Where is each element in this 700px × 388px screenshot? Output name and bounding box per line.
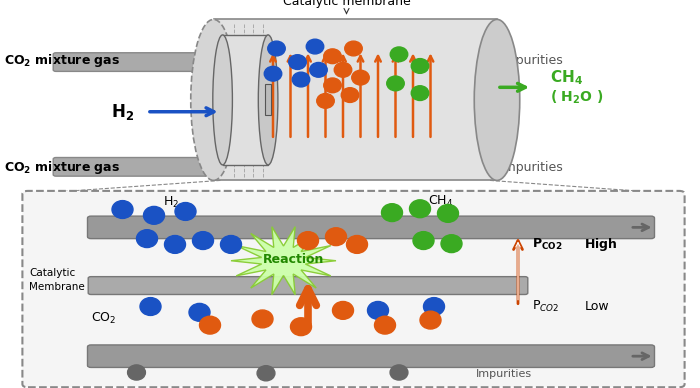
Ellipse shape	[386, 76, 404, 91]
Ellipse shape	[410, 200, 430, 218]
Ellipse shape	[136, 230, 158, 248]
Polygon shape	[231, 227, 336, 295]
Ellipse shape	[144, 206, 164, 224]
Text: Catalytic membrane: Catalytic membrane	[283, 0, 410, 14]
Ellipse shape	[199, 316, 220, 334]
Text: $\mathbf{CO_2}$ mixture gas: $\mathbf{CO_2}$ mixture gas	[4, 159, 120, 176]
Ellipse shape	[413, 232, 434, 249]
Text: Reaction: Reaction	[263, 253, 325, 266]
Ellipse shape	[175, 203, 196, 220]
Ellipse shape	[441, 235, 462, 253]
Bar	[223, 35, 268, 165]
Text: CO$_2$: CO$_2$	[91, 311, 116, 326]
Text: Catalytic
Membrane: Catalytic Membrane	[29, 268, 85, 292]
Ellipse shape	[307, 39, 323, 54]
Ellipse shape	[316, 94, 335, 108]
Text: $\mathbf{High}$: $\mathbf{High}$	[584, 236, 618, 253]
Ellipse shape	[164, 236, 186, 253]
Ellipse shape	[424, 298, 444, 315]
Ellipse shape	[420, 311, 441, 329]
Ellipse shape	[368, 301, 388, 319]
Ellipse shape	[290, 318, 312, 336]
Ellipse shape	[332, 301, 354, 319]
Text: Impurities: Impurities	[500, 54, 564, 67]
Text: P$_{CO2}$: P$_{CO2}$	[532, 299, 559, 314]
Ellipse shape	[335, 62, 351, 77]
Ellipse shape	[323, 78, 342, 93]
Ellipse shape	[390, 47, 407, 62]
Bar	[214, 19, 497, 180]
Ellipse shape	[412, 59, 428, 73]
Ellipse shape	[342, 88, 358, 102]
Ellipse shape	[298, 232, 318, 249]
Ellipse shape	[344, 41, 363, 56]
Text: $\mathbf{P_{CO2}}$: $\mathbf{P_{CO2}}$	[532, 237, 563, 252]
Ellipse shape	[258, 35, 278, 165]
Text: H$_2$: H$_2$	[163, 195, 180, 210]
Ellipse shape	[193, 232, 214, 249]
Ellipse shape	[257, 365, 275, 381]
Ellipse shape	[346, 236, 368, 253]
Ellipse shape	[213, 35, 232, 165]
Ellipse shape	[189, 303, 210, 321]
Text: Low: Low	[584, 300, 609, 313]
Ellipse shape	[438, 204, 458, 222]
Ellipse shape	[112, 201, 133, 218]
Ellipse shape	[390, 365, 408, 380]
Ellipse shape	[382, 204, 402, 222]
Ellipse shape	[351, 70, 370, 85]
FancyBboxPatch shape	[53, 53, 489, 71]
Ellipse shape	[326, 228, 346, 246]
Ellipse shape	[267, 41, 286, 56]
Ellipse shape	[475, 19, 519, 180]
Text: CH$_4$: CH$_4$	[428, 194, 454, 209]
Ellipse shape	[374, 316, 395, 334]
Ellipse shape	[190, 19, 237, 180]
Bar	[265, 85, 271, 116]
Ellipse shape	[309, 62, 328, 77]
FancyBboxPatch shape	[88, 216, 654, 239]
Ellipse shape	[293, 72, 309, 87]
Ellipse shape	[412, 86, 428, 100]
Text: $\mathbf{CO_2}$ mixture gas: $\mathbf{CO_2}$ mixture gas	[4, 52, 120, 69]
FancyBboxPatch shape	[88, 345, 654, 367]
FancyBboxPatch shape	[53, 158, 489, 176]
Ellipse shape	[140, 298, 161, 315]
Ellipse shape	[252, 310, 273, 328]
Text: Impurities: Impurities	[476, 369, 532, 379]
Text: Impurities: Impurities	[500, 161, 564, 174]
Ellipse shape	[323, 49, 342, 64]
Text: $\mathbf{CH_4}$: $\mathbf{CH_4}$	[550, 68, 582, 87]
Ellipse shape	[220, 236, 241, 253]
Ellipse shape	[288, 55, 307, 69]
Ellipse shape	[127, 365, 146, 380]
Ellipse shape	[265, 66, 281, 81]
FancyBboxPatch shape	[88, 277, 528, 294]
FancyBboxPatch shape	[22, 191, 685, 387]
Text: $\mathbf{(\ H_2O\ )}$: $\mathbf{(\ H_2O\ )}$	[550, 89, 603, 106]
Text: $\mathbf{H_2}$: $\mathbf{H_2}$	[111, 102, 134, 122]
